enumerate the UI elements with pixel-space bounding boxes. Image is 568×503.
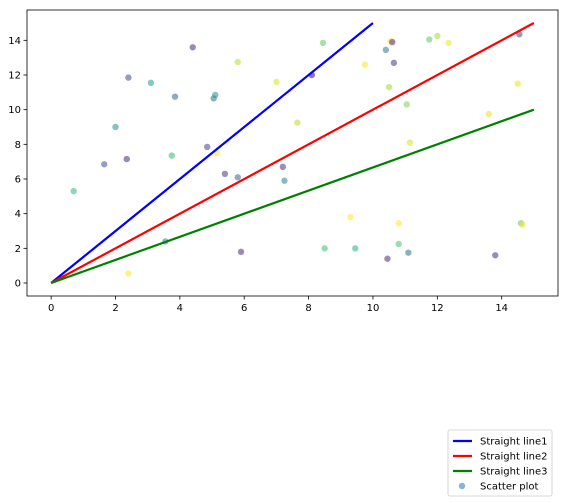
legend: Straight line1 Straight line2 Straight lin… xyxy=(447,429,553,497)
scatter-series xyxy=(70,31,526,277)
scatter-point xyxy=(434,32,441,40)
scatter-point xyxy=(237,248,245,255)
x-tick-label: 0 xyxy=(48,303,54,314)
legend-label: Straight line1 xyxy=(480,437,547,448)
scatter-point xyxy=(384,255,391,262)
legend-label: Straight line3 xyxy=(480,467,547,478)
scatter-point xyxy=(492,252,499,259)
y-tick-label: 6 xyxy=(15,175,21,186)
scatter-point xyxy=(281,177,288,184)
series-line-3 xyxy=(50,108,535,285)
scatter-point xyxy=(147,79,155,87)
scatter-point xyxy=(406,139,414,146)
x-axis: 0 2 4 6 8 10 12 14 xyxy=(48,296,508,314)
x-tick-label: 14 xyxy=(495,303,508,314)
scatter-point xyxy=(385,83,393,91)
series-line-1 xyxy=(50,22,374,284)
scatter-point xyxy=(445,39,452,47)
y-tick-label: 14 xyxy=(8,36,21,47)
scatter-point xyxy=(514,80,521,87)
legend-label: Scatter plot xyxy=(480,482,539,493)
y-tick-label: 4 xyxy=(15,209,21,220)
legend-box xyxy=(447,429,553,497)
scatter-point xyxy=(319,39,327,47)
scatter-point xyxy=(279,163,287,171)
scatter-point xyxy=(234,174,241,181)
x-tick-label: 8 xyxy=(305,303,311,314)
y-tick-label: 2 xyxy=(15,244,21,255)
y-tick-label: 10 xyxy=(8,105,21,116)
scatter-point xyxy=(485,110,493,118)
scatter-point xyxy=(395,220,402,227)
scatter-point xyxy=(221,170,229,177)
scatter-point xyxy=(395,240,402,248)
scatter-point xyxy=(112,123,119,131)
legend-scatter-swatch xyxy=(458,482,466,490)
scatter-point xyxy=(390,59,398,67)
series-line-2 xyxy=(50,22,535,284)
x-tick-label: 12 xyxy=(431,303,444,314)
axes-frame xyxy=(26,9,559,297)
y-tick-label: 0 xyxy=(15,279,21,290)
scatter-point xyxy=(352,245,359,252)
scatter-point xyxy=(189,44,196,51)
scatter-point xyxy=(294,119,301,126)
scatter-point xyxy=(403,101,410,108)
scatter-point xyxy=(171,93,179,100)
scatter-point xyxy=(204,143,211,151)
scatter-point xyxy=(212,91,219,99)
plot-area xyxy=(50,22,535,285)
scatter-point xyxy=(125,74,132,81)
scatter-point xyxy=(70,187,77,195)
scatter-point xyxy=(234,58,241,66)
x-tick-label: 4 xyxy=(177,303,183,314)
scatter-point xyxy=(347,213,354,221)
scatter-point xyxy=(273,78,280,86)
x-tick-label: 6 xyxy=(241,303,247,314)
scatter-point xyxy=(382,46,390,54)
x-tick-label: 2 xyxy=(112,303,118,314)
y-axis: 0 2 4 6 8 10 12 14 xyxy=(8,36,27,290)
scatter-point xyxy=(405,249,412,256)
scatter-point xyxy=(519,221,526,229)
scatter-point xyxy=(361,61,369,68)
scatter-point xyxy=(426,36,433,43)
scatter-point xyxy=(125,270,132,277)
scatter-point xyxy=(101,161,108,168)
y-tick-label: 8 xyxy=(15,140,21,151)
y-tick-label: 12 xyxy=(8,71,21,82)
legend-label: Straight line2 xyxy=(480,452,547,463)
x-tick-label: 10 xyxy=(367,303,380,314)
scatter-point xyxy=(168,152,176,159)
scatter-point xyxy=(321,245,328,252)
scatter-point xyxy=(389,38,396,46)
scatter-point xyxy=(123,155,130,163)
